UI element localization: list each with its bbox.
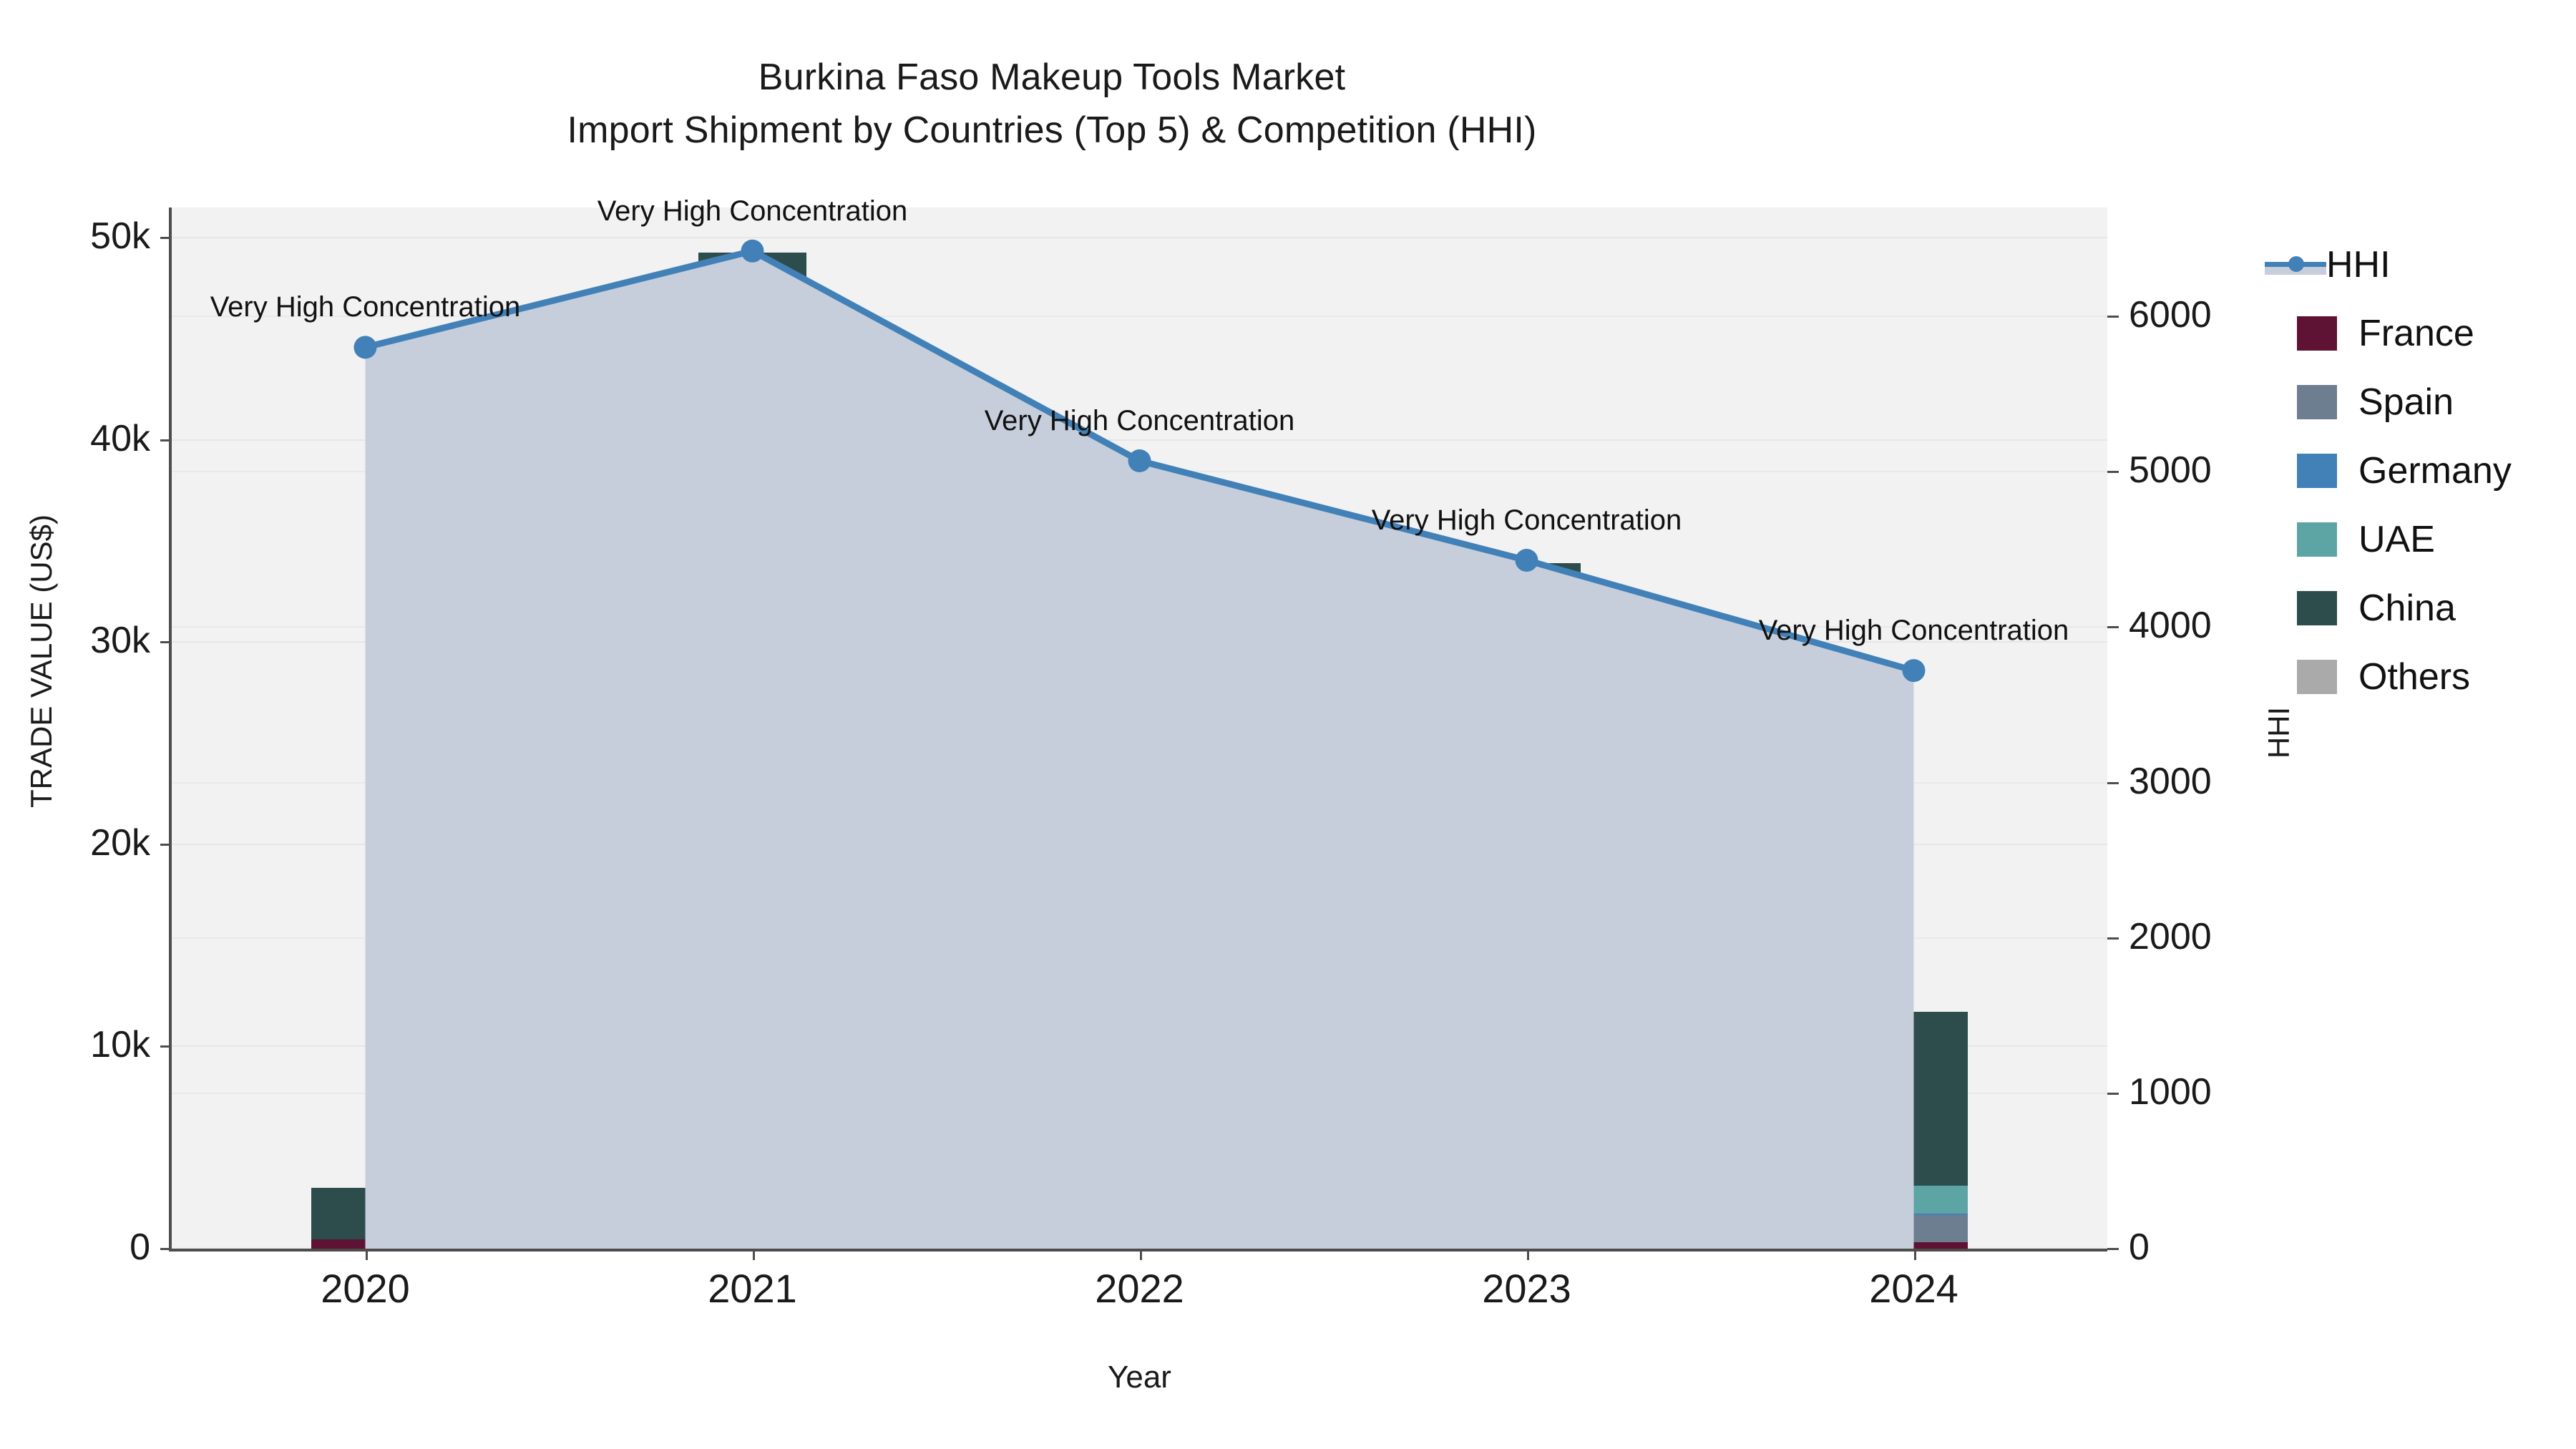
- y-axis-right-tick: [2107, 1248, 2119, 1250]
- legend-item-china[interactable]: China: [2275, 574, 2576, 643]
- bar-segment-china-2021[interactable]: [698, 253, 807, 1173]
- annotation-2021: Very High Concentration: [597, 195, 908, 227]
- y-axis-left-tick: [160, 237, 172, 240]
- chart-title: Burkina Faso Makeup Tools Market Import …: [0, 52, 2104, 157]
- bar-segment-china-2020[interactable]: [311, 1188, 420, 1239]
- legend-label-hhi: HHI: [2326, 244, 2391, 286]
- gridline-right-2000: [172, 937, 2107, 939]
- hhi-line: [362, 248, 1917, 674]
- x-axis-tick-label-2024: 2024: [1869, 1266, 1958, 1311]
- y-axis-left-tick-label: 20k: [90, 821, 150, 864]
- chart-title-line2: Import Shipment by Countries (Top 5) & C…: [567, 109, 1537, 151]
- x-axis-tick: [1139, 1249, 1142, 1260]
- legend-line-swatch-icon: [2265, 248, 2326, 282]
- y-axis-right-tick: [2107, 316, 2119, 318]
- y-axis-right-tick-label: 1000: [2129, 1070, 2212, 1113]
- y-axis-left-tick: [160, 439, 172, 441]
- y-axis-right-tick: [2107, 626, 2119, 629]
- x-axis-tick: [752, 1249, 755, 1260]
- bar-segment-china-2023[interactable]: [1472, 563, 1581, 1057]
- legend-item-others[interactable]: Others: [2275, 643, 2576, 711]
- legend-item-france[interactable]: France: [2275, 299, 2576, 368]
- x-axis-tick-label-2021: 2021: [708, 1266, 797, 1311]
- y-axis-left-tick: [160, 1248, 172, 1250]
- gridline-right-3000: [172, 781, 2107, 784]
- y-axis-left-tick: [160, 843, 172, 846]
- y-axis-right-tick: [2107, 1092, 2119, 1095]
- legend-label-germany: Germany: [2358, 450, 2512, 492]
- bar-segment-china-2024[interactable]: [1859, 1011, 1968, 1186]
- gridline-left-20k: [172, 843, 2107, 845]
- legend-swatch-uae: [2297, 522, 2337, 557]
- legend-label-france: France: [2358, 313, 2474, 354]
- y-axis-left-title: TRADE VALUE (US$): [24, 514, 58, 808]
- bar-segment-uae-2023[interactable]: [1472, 1056, 1581, 1235]
- legend-item-uae[interactable]: UAE: [2275, 505, 2576, 574]
- y-axis-right-tick-label: 3000: [2129, 760, 2212, 802]
- y-axis-right-tick-label: 5000: [2129, 449, 2212, 492]
- bar-segment-uae-2021[interactable]: [698, 1172, 807, 1249]
- hhi-point-2022[interactable]: [1128, 449, 1151, 472]
- annotation-2020: Very High Concentration: [210, 291, 521, 323]
- bar-segment-germany-2024[interactable]: [1859, 1213, 1968, 1216]
- bar-segment-uae-2024[interactable]: [1859, 1185, 1968, 1214]
- bar-segment-germany-2023[interactable]: [1472, 1234, 1581, 1249]
- legend-swatch-germany: [2297, 454, 2337, 488]
- bar-segment-france-2024[interactable]: [1859, 1241, 1968, 1249]
- x-axis-tick: [365, 1249, 368, 1260]
- y-axis-left-tick-label: 40k: [90, 417, 150, 459]
- x-axis-tick-label-2023: 2023: [1482, 1266, 1571, 1311]
- gridline-left-40k: [172, 439, 2107, 441]
- y-axis-right-tick: [2107, 781, 2119, 784]
- hhi-point-2020[interactable]: [353, 336, 377, 359]
- chart-legend: HHI France Spain Germany UAE China Others: [2265, 230, 2576, 711]
- legend-label-others: Others: [2358, 656, 2471, 698]
- y-axis-left-tick: [160, 641, 172, 644]
- y-axis-right-tick: [2107, 937, 2119, 940]
- plot-area: [172, 208, 2107, 1249]
- x-axis-tick: [1913, 1249, 1916, 1260]
- gridline-right-5000: [172, 471, 2107, 473]
- y-axis-left-tick-label: 10k: [90, 1024, 150, 1066]
- x-axis-tick: [1526, 1249, 1529, 1260]
- y-axis-right-tick: [2107, 471, 2119, 474]
- y-axis-right-tick-label: 4000: [2129, 605, 2212, 647]
- legend-item-germany[interactable]: Germany: [2275, 436, 2576, 505]
- bar-segment-france-2020[interactable]: [311, 1239, 420, 1249]
- y-axis-right-tick-label: 0: [2129, 1226, 2150, 1268]
- x-axis-tick-label-2022: 2022: [1095, 1266, 1184, 1311]
- annotation-2023: Very High Concentration: [1371, 504, 1682, 536]
- legend-swatch-others: [2297, 660, 2337, 694]
- legend-swatch-china: [2297, 591, 2337, 625]
- legend-swatch-spain: [2297, 385, 2337, 419]
- x-axis-title: Year: [1108, 1360, 1171, 1395]
- legend-item-spain[interactable]: Spain: [2275, 368, 2576, 436]
- legend-label-uae: UAE: [2358, 519, 2435, 560]
- y-axis-left-tick-label: 30k: [90, 620, 150, 662]
- legend-swatch-france: [2297, 316, 2337, 351]
- chart-title-line1: Burkina Faso Makeup Tools Market: [758, 57, 1346, 98]
- x-axis-tick-label-2020: 2020: [321, 1266, 410, 1311]
- bar-segment-china-2022[interactable]: [1085, 982, 1194, 1249]
- y-axis-right-tick-label: 2000: [2129, 915, 2212, 957]
- annotation-2024: Very High Concentration: [1758, 615, 2069, 647]
- gridline-left-50k: [172, 237, 2107, 239]
- legend-label-spain: Spain: [2358, 381, 2454, 423]
- hhi-point-2024[interactable]: [1902, 659, 1926, 683]
- legend-item-hhi[interactable]: HHI: [2265, 230, 2576, 299]
- annotation-2022: Very High Concentration: [984, 404, 1295, 436]
- y-axis-left-tick-label: 0: [130, 1226, 150, 1268]
- bar-segment-spain-2024[interactable]: [1859, 1215, 1968, 1242]
- y-axis-left-tick: [160, 1045, 172, 1048]
- y-axis-left-spine: [169, 208, 172, 1252]
- y-axis-left-tick-label: 50k: [90, 215, 150, 258]
- y-axis-right-tick-label: 6000: [2129, 294, 2212, 336]
- hhi-markers: [353, 239, 1926, 683]
- legend-label-china: China: [2358, 587, 2456, 629]
